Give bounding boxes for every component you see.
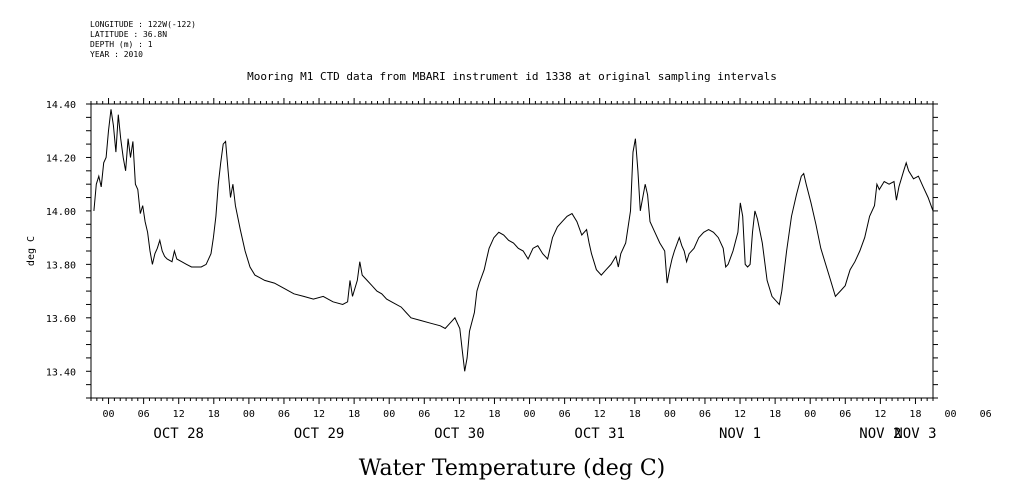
day-label: NOV 2 [859, 426, 901, 442]
latitude-text: LATITUDE : 36.8N [90, 30, 168, 39]
hour-tick-label: 00 [524, 409, 536, 420]
y-tick-label: 14.40 [46, 100, 76, 111]
hour-tick-label: 00 [804, 409, 816, 420]
year-text: YEAR : 2010 [90, 50, 143, 59]
y-tick-label: 13.80 [46, 260, 76, 271]
hour-tick-label: 12 [173, 409, 185, 420]
y-tick-label: 13.40 [46, 367, 76, 378]
hour-tick-label: 18 [348, 409, 360, 420]
plot-frame [90, 103, 934, 399]
depth-text: DEPTH (m) : 1 [90, 40, 153, 49]
y-axis-label: deg C [26, 236, 37, 266]
day-label: OCT 28 [153, 426, 204, 442]
hour-tick-label: 06 [418, 409, 430, 420]
y-axis: 13.40 13.60 13.80 14.00 14.20 14.40 [46, 100, 938, 399]
hour-tick-label: 18 [488, 409, 500, 420]
hour-tick-label: 00 [664, 409, 676, 420]
hour-tick-label: 18 [208, 409, 220, 420]
day-label: OCT 30 [434, 426, 485, 442]
hour-tick-label: 12 [594, 409, 606, 420]
hour-tick-label: 00 [383, 409, 395, 420]
metadata-block: LONGITUDE : 122W(-122) LATITUDE : 36.8N … [90, 20, 196, 60]
hour-tick-label: 12 [453, 409, 465, 420]
y-tick-label: 14.00 [46, 207, 76, 218]
hour-tick-label: 12 [734, 409, 746, 420]
x-axis: 00 06 12 18 00 06 12 18 00 06 12 18 00 06 12 18 00 06 12 18… [90, 98, 992, 442]
x-axis-label: Water Temperature (deg C) [359, 456, 666, 481]
chart-title: Mooring M1 CTD data from MBARI instrumen… [247, 70, 777, 83]
hour-tick-label: 12 [313, 409, 325, 420]
y-tick-label: 14.20 [46, 153, 76, 164]
hour-tick-label: 00 [945, 409, 957, 420]
hour-tick-label: 06 [980, 409, 992, 420]
hour-tick-label: 06 [278, 409, 290, 420]
hour-tick-label: 18 [629, 409, 641, 420]
hour-tick-label: 12 [874, 409, 886, 420]
hour-tick-label: 06 [839, 409, 851, 420]
day-label: NOV 3 [894, 426, 936, 442]
hour-tick-label: 06 [138, 409, 150, 420]
day-label: OCT 31 [574, 426, 625, 442]
hour-tick-label: 06 [699, 409, 711, 420]
day-label: OCT 29 [294, 426, 345, 442]
hour-tick-label: 00 [103, 409, 115, 420]
hour-tick-label: 00 [243, 409, 255, 420]
series-group [93, 109, 934, 372]
hour-tick-label: 18 [769, 409, 781, 420]
y-tick-label: 13.60 [46, 314, 76, 325]
day-label: NOV 1 [719, 426, 761, 442]
hour-tick-label: 18 [909, 409, 921, 420]
longitude-text: LONGITUDE : 122W(-122) [90, 20, 196, 29]
temperature-line [93, 109, 934, 372]
hour-tick-label: 06 [559, 409, 571, 420]
